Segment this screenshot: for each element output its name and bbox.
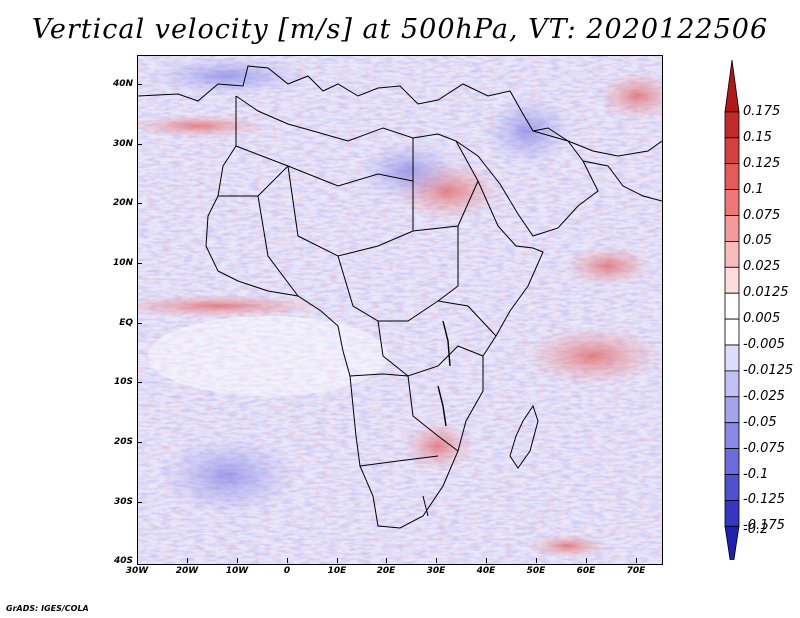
colorbar-tick-label: 0.125 — [743, 155, 781, 171]
colorbar-segment — [724, 318, 740, 346]
lat-label-10s: 10S — [113, 377, 133, 387]
colorbar-segment — [724, 448, 740, 475]
lat-label-40n: 40N — [112, 79, 133, 89]
colorbar-tick-label: 0.15 — [743, 129, 772, 145]
lon-label-10w: 10W — [225, 566, 249, 576]
colorbar-segment — [724, 111, 740, 139]
lat-tick — [137, 263, 142, 264]
colorbar-segment — [724, 60, 740, 113]
colorbar-tick-label: -0.025 — [743, 388, 785, 404]
lon-tick — [287, 558, 288, 563]
colorbar-tick-label: 0.005 — [743, 311, 781, 327]
lon-label-30w: 30W — [125, 566, 149, 576]
colorbar — [724, 60, 740, 560]
colorbar-segment — [724, 163, 740, 190]
colorbar-tick-label: -0.0125 — [743, 362, 794, 378]
colorbar-segment — [724, 266, 740, 294]
lat-tick — [137, 502, 142, 503]
colorbar-tick-label: -0.2 — [743, 522, 769, 537]
colorbar-segment — [724, 137, 740, 165]
lon-label-20e: 20E — [376, 566, 396, 576]
colorbar-tick-label: -0.125 — [743, 492, 785, 508]
colorbar-segment — [724, 499, 740, 527]
lat-label-40s: 40S — [113, 556, 133, 566]
colorbar-tick-label: 0.05 — [743, 233, 772, 249]
colorbar-tick-label: -0.075 — [743, 440, 785, 456]
lat-label-10n: 10N — [112, 258, 133, 268]
velocity-field-map — [138, 56, 662, 564]
lon-label-20w: 20W — [175, 566, 199, 576]
lon-tick — [187, 558, 188, 563]
lon-label-30e: 30E — [426, 566, 446, 576]
lon-label-40e: 40E — [476, 566, 496, 576]
colorbar-segment — [724, 240, 740, 268]
lon-label-70e: 70E — [626, 566, 646, 576]
colorbar-segment — [724, 396, 740, 424]
map-panel — [137, 55, 663, 565]
lat-tick — [137, 382, 142, 383]
lon-tick — [436, 558, 437, 563]
lat-label-eq: EQ — [119, 318, 133, 328]
lon-tick — [536, 558, 537, 563]
lon-label-60e: 60E — [576, 566, 596, 576]
lon-tick — [237, 558, 238, 563]
colorbar-segment — [724, 215, 740, 242]
colorbar-tick-label: 0.0125 — [743, 285, 789, 301]
colorbar-tick-label: -0.1 — [743, 466, 769, 482]
lon-label-50e: 50E — [526, 566, 546, 576]
lat-label-20n: 20N — [112, 198, 133, 208]
colorbar-segment — [724, 370, 740, 398]
lat-tick — [137, 144, 142, 145]
colorbar-tick-label: -0.05 — [743, 414, 777, 430]
colorbar-tick-label: 0.025 — [743, 259, 781, 275]
colorbar-tick-label: 0.175 — [743, 103, 781, 119]
lat-label-30n: 30N — [112, 139, 133, 149]
colorbar-segment — [724, 344, 740, 372]
colorbar-tick-label: -0.005 — [743, 337, 785, 352]
lat-tick — [137, 203, 142, 204]
colorbar-segment — [724, 422, 740, 450]
lon-tick — [386, 558, 387, 563]
lat-label-20s: 20S — [113, 437, 133, 447]
credit-label: GrADS: IGES/COLA — [6, 604, 89, 613]
lon-label-0: 0 — [283, 566, 291, 576]
colorbar-segment — [724, 525, 740, 560]
colorbar-tick-label: -0.175 — [743, 518, 785, 534]
lat-tick — [137, 442, 142, 443]
colorbar-segment — [724, 292, 740, 320]
lat-tick — [137, 323, 142, 324]
colorbar-tick-label: 0.075 — [743, 207, 781, 223]
colorbar-tick-label: 0.1 — [743, 181, 764, 197]
lon-tick — [586, 558, 587, 563]
chart-title: Vertical velocity [m/s] at 500hPa, VT: 2… — [31, 14, 769, 45]
lon-tick — [486, 558, 487, 563]
colorbar-segment — [724, 189, 740, 216]
colorbar-segment — [724, 474, 740, 501]
lon-tick — [337, 558, 338, 563]
lat-tick — [137, 84, 142, 85]
lon-label-10e: 10E — [327, 566, 347, 576]
lat-label-30s: 30S — [113, 497, 133, 507]
lon-tick — [636, 558, 637, 563]
